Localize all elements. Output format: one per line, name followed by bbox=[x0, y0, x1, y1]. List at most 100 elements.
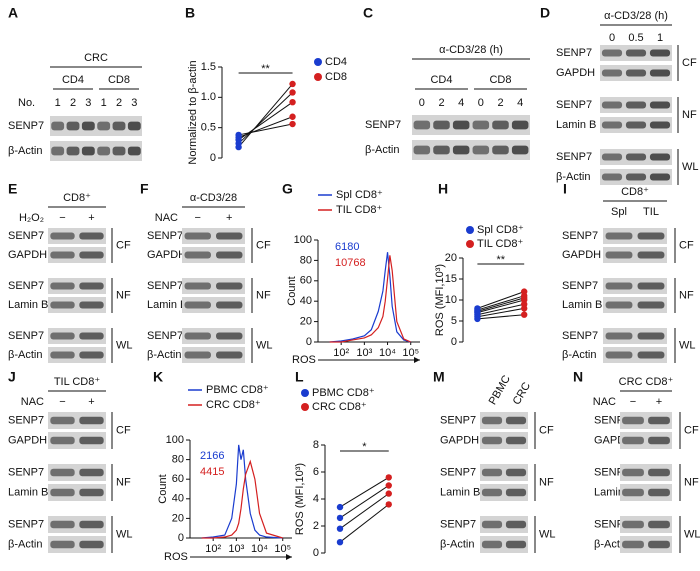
blot-band bbox=[637, 251, 665, 259]
mfi-label: 4415 bbox=[200, 466, 224, 478]
dot bbox=[289, 113, 296, 120]
blot-band bbox=[184, 301, 211, 309]
row-label: SENP7 bbox=[8, 230, 44, 242]
blot-header: CRC bbox=[84, 52, 108, 64]
blot-band bbox=[216, 332, 243, 340]
blot-band bbox=[50, 301, 75, 309]
y-tick-label: 0 bbox=[313, 547, 319, 559]
blot-band bbox=[622, 416, 644, 425]
lane-label: + bbox=[226, 212, 232, 224]
blot-band bbox=[50, 282, 75, 290]
blot-band bbox=[637, 301, 665, 309]
row-label: GAPDH bbox=[556, 67, 595, 79]
fraction-label: NF bbox=[684, 476, 699, 488]
panel-letter: M bbox=[433, 369, 445, 385]
blot-band bbox=[51, 146, 65, 156]
panel-letter: N bbox=[573, 369, 583, 385]
row-label: SENP7 bbox=[440, 414, 476, 426]
lane-label: 2 bbox=[70, 97, 76, 109]
blot-band bbox=[648, 520, 670, 529]
lane-label: 0 bbox=[478, 97, 484, 109]
dot bbox=[336, 503, 344, 511]
blot-band bbox=[216, 351, 243, 359]
panel-letter: K bbox=[153, 369, 163, 385]
row-label: SENP7 bbox=[8, 120, 44, 132]
lane-label: TIL bbox=[643, 206, 659, 218]
x-tick-label: 10³ bbox=[356, 347, 372, 359]
blot-band bbox=[622, 488, 644, 497]
legend-label: CRC CD8⁺ bbox=[312, 401, 367, 413]
fraction-label: WL bbox=[116, 528, 133, 540]
blot-band bbox=[79, 232, 104, 240]
blot-band bbox=[184, 332, 211, 340]
arrow-head bbox=[286, 554, 292, 560]
treatment-label: NAC bbox=[593, 396, 616, 408]
dot bbox=[289, 120, 296, 128]
blot-strip bbox=[50, 141, 142, 161]
fraction-label: CF bbox=[682, 57, 697, 69]
pair-line bbox=[339, 493, 390, 530]
row-label: Lamin B bbox=[147, 299, 187, 311]
lane-label: − bbox=[630, 396, 636, 408]
blot-band bbox=[79, 351, 104, 359]
blot-band bbox=[97, 146, 111, 156]
legend-label: Spl CD8⁺ bbox=[477, 224, 524, 236]
blot-header: TIL CD8⁺ bbox=[54, 376, 101, 388]
row-label: β-Actin bbox=[440, 538, 474, 550]
panel-letter: F bbox=[140, 181, 149, 197]
legend-marker bbox=[466, 226, 474, 234]
blot-band bbox=[472, 145, 490, 155]
panel-letter: I bbox=[563, 181, 567, 197]
significance: ** bbox=[261, 63, 270, 75]
row-label: β-Actin bbox=[562, 349, 596, 361]
blot-strip bbox=[48, 536, 106, 553]
blot-band bbox=[492, 120, 509, 130]
blot-band bbox=[637, 351, 665, 359]
blot-band bbox=[481, 540, 503, 549]
fraction-label: NF bbox=[256, 289, 271, 301]
blot-band bbox=[601, 153, 623, 161]
lane-label: No. bbox=[18, 97, 35, 109]
fraction-label: CF bbox=[679, 239, 694, 251]
dot bbox=[336, 514, 344, 522]
row-label: β-Actin bbox=[8, 145, 42, 157]
lane-label: − bbox=[195, 212, 201, 224]
row-label: SENP7 bbox=[556, 99, 592, 111]
blot-strip bbox=[412, 140, 530, 160]
row-label: SENP7 bbox=[365, 119, 401, 131]
row-label: SENP7 bbox=[562, 280, 598, 292]
blot-band bbox=[648, 488, 670, 497]
panel-letter: B bbox=[185, 5, 195, 21]
dot bbox=[521, 311, 528, 318]
blot-header: α-CD3/28 (h) bbox=[439, 44, 503, 56]
lane-label: 1 bbox=[657, 32, 663, 44]
legend-label: Spl CD8⁺ bbox=[336, 189, 383, 201]
row-label: Lamin B bbox=[556, 119, 596, 131]
blot-band bbox=[601, 121, 623, 129]
y-tick-label: 0 bbox=[306, 336, 312, 348]
pair-line bbox=[238, 123, 293, 136]
row-label: SENP7 bbox=[440, 466, 476, 478]
fraction-label: CF bbox=[256, 239, 271, 251]
y-tick-label: 10 bbox=[445, 294, 457, 306]
row-label: β-Actin bbox=[365, 144, 399, 156]
pair-line bbox=[477, 303, 525, 316]
blot-strip bbox=[603, 228, 667, 244]
blot-band bbox=[601, 101, 623, 109]
blot-strip bbox=[182, 247, 245, 263]
x-tick-label: 10⁴ bbox=[251, 543, 268, 555]
y-tick-label: 20 bbox=[445, 252, 457, 264]
blot-band bbox=[79, 251, 104, 259]
blot-band bbox=[505, 520, 527, 529]
blot-strip bbox=[48, 412, 106, 429]
blot-band bbox=[601, 49, 623, 57]
y-tick-label: 100 bbox=[294, 234, 312, 246]
blot-band bbox=[492, 145, 509, 155]
lane-label: 2 bbox=[116, 97, 122, 109]
x-tick-label: 10⁵ bbox=[402, 347, 419, 359]
fraction-label: NF bbox=[679, 289, 694, 301]
blot-strip bbox=[620, 516, 672, 533]
fraction-label: CF bbox=[116, 424, 131, 436]
